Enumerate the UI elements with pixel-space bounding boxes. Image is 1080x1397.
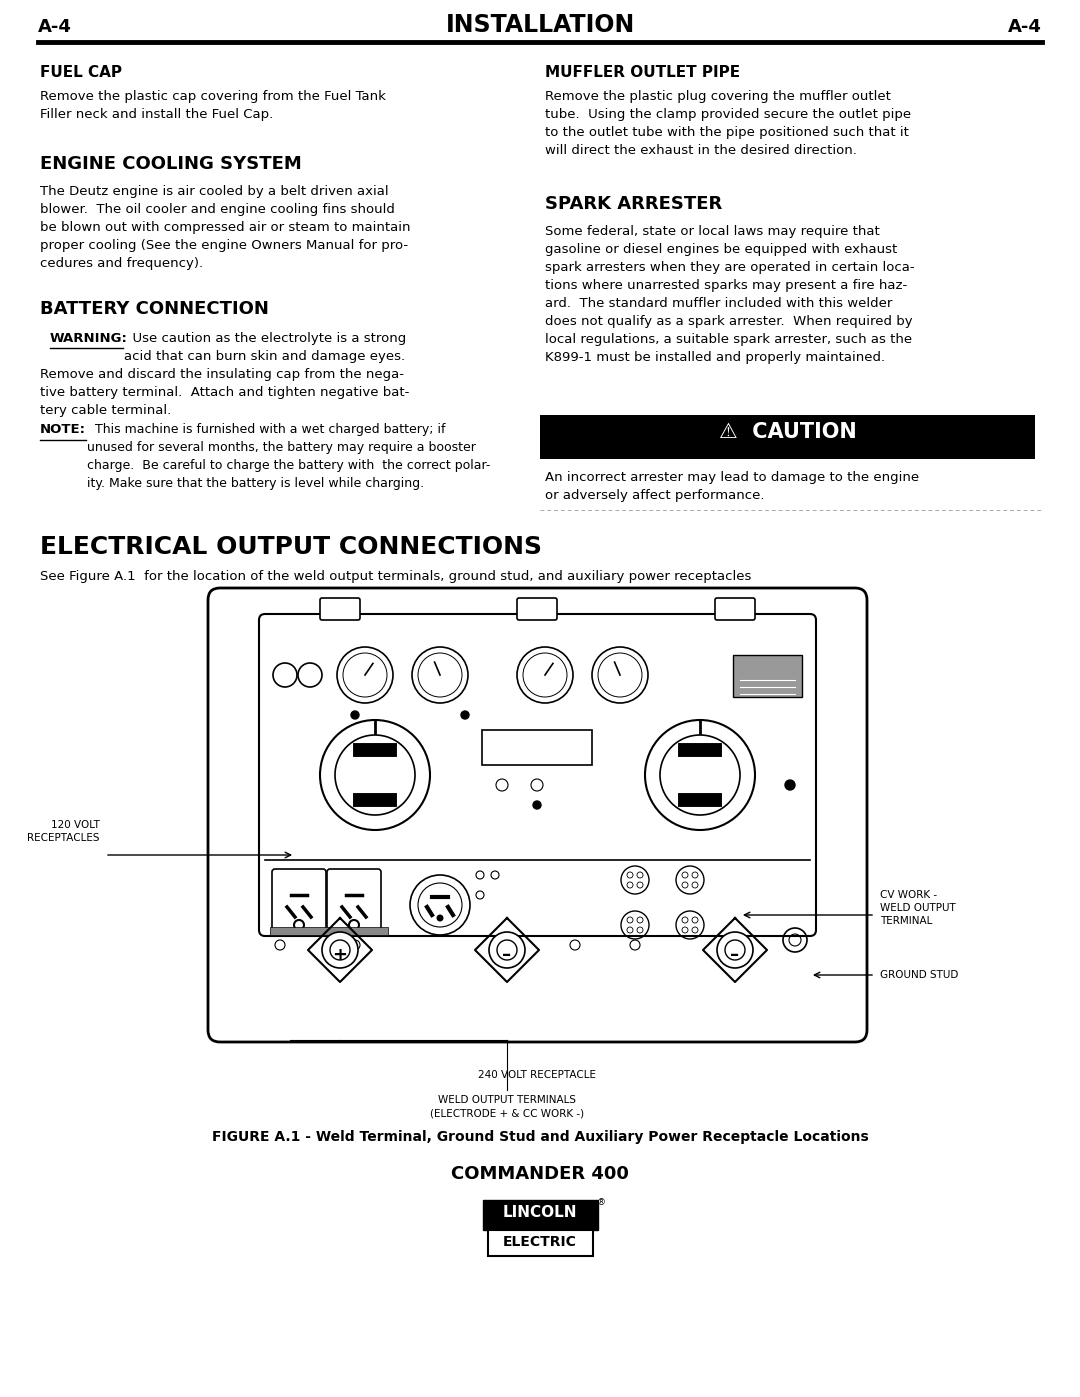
Text: COMMANDER 400: COMMANDER 400 xyxy=(451,1165,629,1183)
Text: BATTERY CONNECTION: BATTERY CONNECTION xyxy=(40,300,269,319)
Circle shape xyxy=(785,780,795,789)
Text: –: – xyxy=(730,946,740,964)
Text: Remove the plastic plug covering the muffler outlet
tube.  Using the clamp provi: Remove the plastic plug covering the muf… xyxy=(545,89,912,156)
Text: CV WORK -
WELD OUTPUT
TERMINAL: CV WORK - WELD OUTPUT TERMINAL xyxy=(880,890,956,926)
Text: Remove and discard the insulating cap from the nega-
tive battery terminal.  Att: Remove and discard the insulating cap fr… xyxy=(40,367,409,416)
FancyBboxPatch shape xyxy=(715,598,755,620)
Bar xyxy=(270,928,388,935)
Text: See Figure A.1  for the location of the weld output terminals, ground stud, and : See Figure A.1 for the location of the w… xyxy=(40,570,752,583)
Circle shape xyxy=(322,932,357,968)
Text: 120 VOLT
RECEPTACLES: 120 VOLT RECEPTACLES xyxy=(27,820,100,844)
Text: ELECTRIC: ELECTRIC xyxy=(503,1235,577,1249)
Text: FUEL CAP: FUEL CAP xyxy=(40,66,122,80)
Text: 240 VOLT RECEPTACLE: 240 VOLT RECEPTACLE xyxy=(478,1070,596,1080)
FancyBboxPatch shape xyxy=(208,588,867,1042)
FancyBboxPatch shape xyxy=(327,869,381,933)
Text: Remove the plastic cap covering from the Fuel Tank
Filler neck and install the F: Remove the plastic cap covering from the… xyxy=(40,89,386,122)
FancyBboxPatch shape xyxy=(272,869,326,933)
Text: This machine is furnished with a wet charged battery; if
unused for several mont: This machine is furnished with a wet cha… xyxy=(87,423,490,490)
Text: NOTE:: NOTE: xyxy=(40,423,86,436)
Circle shape xyxy=(436,915,444,922)
Text: SPARK ARRESTER: SPARK ARRESTER xyxy=(545,196,723,212)
Text: ®: ® xyxy=(597,1199,606,1207)
FancyBboxPatch shape xyxy=(259,615,816,936)
Circle shape xyxy=(489,932,525,968)
Text: FIGURE A.1 - Weld Terminal, Ground Stud and Auxiliary Power Receptacle Locations: FIGURE A.1 - Weld Terminal, Ground Stud … xyxy=(212,1130,868,1144)
Bar xyxy=(540,415,1035,460)
Text: A-4: A-4 xyxy=(1008,18,1042,36)
Text: ⚠  CAUTION: ⚠ CAUTION xyxy=(718,422,856,441)
Text: ELECTRICAL OUTPUT CONNECTIONS: ELECTRICAL OUTPUT CONNECTIONS xyxy=(40,535,542,559)
Bar xyxy=(483,1200,598,1229)
Text: +: + xyxy=(333,946,348,964)
Text: MUFFLER OUTLET PIPE: MUFFLER OUTLET PIPE xyxy=(545,66,740,80)
Text: –: – xyxy=(502,946,512,964)
Text: The Deutz engine is air cooled by a belt driven axial
blower.  The oil cooler an: The Deutz engine is air cooled by a belt… xyxy=(40,184,410,270)
FancyBboxPatch shape xyxy=(320,598,360,620)
Text: GROUND STUD: GROUND STUD xyxy=(880,970,958,981)
Text: WELD OUTPUT TERMINALS
(ELECTRODE + & CC WORK -): WELD OUTPUT TERMINALS (ELECTRODE + & CC … xyxy=(430,1095,584,1118)
Text: Use caution as the electrolyte is a strong
acid that can burn skin and damage ey: Use caution as the electrolyte is a stro… xyxy=(124,332,406,363)
Text: WARNING:: WARNING: xyxy=(50,332,127,345)
Text: A-4: A-4 xyxy=(38,18,72,36)
Circle shape xyxy=(534,800,541,809)
Text: INSTALLATION: INSTALLATION xyxy=(445,13,635,36)
Circle shape xyxy=(717,932,753,968)
Circle shape xyxy=(351,711,359,719)
FancyBboxPatch shape xyxy=(517,598,557,620)
Text: An incorrect arrester may lead to damage to the engine
or adversely affect perfo: An incorrect arrester may lead to damage… xyxy=(545,471,919,502)
Bar xyxy=(488,1229,593,1256)
Text: ENGINE COOLING SYSTEM: ENGINE COOLING SYSTEM xyxy=(40,155,301,173)
Circle shape xyxy=(461,711,469,719)
FancyBboxPatch shape xyxy=(733,655,802,697)
Bar xyxy=(482,731,592,766)
Text: Some federal, state or local laws may require that
gasoline or diesel engines be: Some federal, state or local laws may re… xyxy=(545,225,915,365)
Text: LINCOLN: LINCOLN xyxy=(503,1206,577,1220)
